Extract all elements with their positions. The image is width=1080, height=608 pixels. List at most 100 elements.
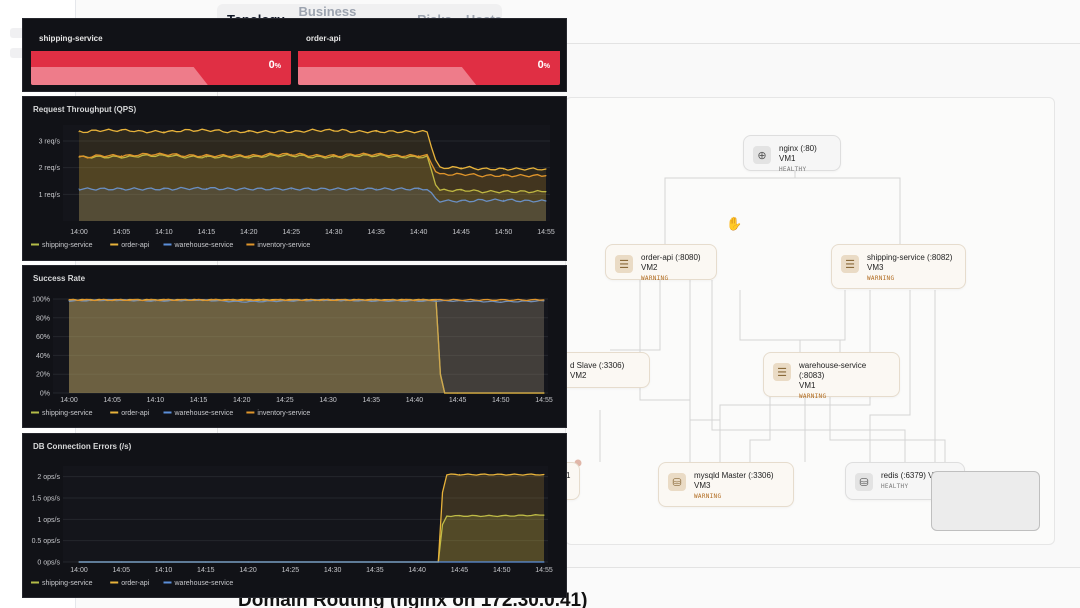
x-tick-label: 14:00	[70, 567, 88, 574]
database-icon: ⛁	[855, 473, 873, 491]
stat-row-panel: shipping-service 0% order-api 0%	[22, 18, 567, 92]
data-point	[375, 131, 377, 133]
x-tick-label: 14:10	[155, 567, 173, 574]
y-tick-label: 2 ops/s	[37, 474, 60, 481]
data-point	[290, 153, 292, 155]
data-point	[375, 188, 377, 190]
data-point	[543, 473, 545, 476]
x-tick-label: 14:30	[325, 229, 343, 236]
legend-entry: order-api	[121, 410, 149, 417]
data-point	[460, 167, 462, 169]
data-point	[458, 515, 461, 517]
data-point	[458, 473, 461, 476]
minimap-viewport[interactable]	[931, 471, 1040, 531]
edge	[664, 170, 796, 245]
y-tick-label: 0.5 ops/s	[32, 538, 61, 545]
x-tick-label: 14:35	[363, 397, 381, 404]
data-point	[120, 561, 122, 563]
stat-card-shipping[interactable]: shipping-service 0%	[31, 19, 291, 85]
y-tick-label: 80%	[36, 315, 50, 322]
x-tick-label: 14:40	[410, 229, 428, 236]
x-tick-label: 14:25	[283, 229, 301, 236]
data-point	[418, 188, 420, 190]
topology-node-warehouse-service[interactable]: ☰ warehouse-service (:8083) VM1 WARNING	[763, 352, 900, 400]
x-tick-label: 14:10	[147, 397, 165, 404]
edge	[749, 393, 771, 462]
data-point	[375, 155, 377, 157]
data-point	[120, 155, 123, 157]
data-point	[418, 155, 420, 157]
topology-node-mysql-slave[interactable]: d Slave (:3306) VM2	[555, 352, 650, 388]
edge	[799, 290, 846, 352]
plot-area	[53, 299, 548, 393]
db-errors-panel[interactable]: DB Connection Errors (/s) 0 ops/s 0.5 ops…	[22, 433, 567, 598]
throughput-panel[interactable]: Request Throughput (QPS) 1 req/s 2 req/s 3…	[22, 96, 567, 261]
series-line	[78, 186, 547, 203]
x-tick-label: 14:50	[493, 567, 511, 574]
series-line	[68, 298, 545, 302]
data-point	[501, 515, 503, 517]
edge	[610, 280, 661, 351]
throughput-chart: 1 req/s 2 req/s 3 req/s 14:00 14:05 14:10 14:1…	[31, 125, 555, 249]
legend-entry: order-api	[121, 242, 149, 249]
data-point	[205, 561, 207, 563]
legend-entry: shipping-service	[42, 242, 93, 249]
stat-title: shipping-service	[39, 34, 103, 43]
db-errors-chart: 0 ops/s 0.5 ops/s 1 ops/s 1.5 ops/s 2 ops/s 1…	[31, 466, 553, 587]
x-tick-label: 14:45	[452, 229, 470, 236]
x-tick-label: 14:55	[535, 567, 553, 574]
data-point	[543, 514, 545, 516]
data-point	[248, 188, 250, 190]
x-tick-label: 14:20	[239, 567, 257, 574]
data-point	[78, 156, 80, 158]
data-point	[248, 131, 250, 133]
data-point	[290, 131, 292, 133]
data-point	[545, 191, 547, 193]
data-point	[78, 188, 80, 190]
stat-sparkline	[298, 67, 477, 85]
data-point	[163, 153, 165, 155]
data-point	[502, 168, 505, 170]
legend-entry: shipping-service	[42, 410, 93, 417]
topology-node-mysqld-master[interactable]: ⛁ mysqld Master (:3306) VM3 WARNING	[658, 462, 794, 507]
data-point	[375, 153, 377, 155]
data-point	[501, 561, 503, 563]
data-point	[205, 129, 207, 131]
data-point	[545, 168, 547, 170]
data-point	[500, 392, 502, 394]
data-point	[458, 561, 461, 563]
topology-node-nginx[interactable]: ⊕ nginx (:80) VM1 HEALTHY	[743, 135, 841, 173]
x-tick-label: 14:55	[537, 229, 555, 236]
stat-value: 0%	[268, 59, 281, 71]
topology-node-order-api[interactable]: ☰ order-api (:8080) VM2 WARNING	[605, 244, 717, 282]
topology-node-shipping-service[interactable]: ☰ shipping-service (:8082) VM3 WARNING	[831, 244, 966, 289]
server-icon: ☰	[841, 255, 859, 273]
series-area	[79, 474, 544, 562]
edge	[639, 280, 691, 462]
server-icon: ☰	[615, 255, 633, 273]
success-rate-panel[interactable]: Success Rate 0% 20% 40% 60% 80% 100% 14:00 14:0…	[22, 265, 567, 428]
data-point	[418, 131, 420, 133]
data-point	[543, 392, 545, 394]
series-area	[79, 153, 546, 221]
data-point	[370, 300, 372, 302]
data-point	[460, 189, 462, 191]
stat-card-order-api[interactable]: order-api 0%	[298, 19, 560, 85]
x-tick-label: 14:40	[408, 567, 426, 574]
data-point	[205, 155, 207, 157]
data-point	[502, 191, 505, 193]
data-point	[543, 300, 545, 302]
data-point	[460, 200, 462, 202]
data-point	[457, 392, 459, 394]
y-tick-label: 20%	[36, 372, 50, 379]
x-tick-label: 14:15	[190, 397, 208, 404]
data-point	[163, 188, 165, 190]
panel-title: Request Throughput (QPS)	[33, 105, 137, 114]
data-point	[502, 175, 505, 177]
series-area	[69, 299, 544, 393]
series-area	[79, 187, 546, 221]
edge	[719, 290, 871, 462]
data-point	[68, 299, 70, 301]
data-point	[502, 199, 505, 201]
plot-area	[63, 466, 548, 562]
